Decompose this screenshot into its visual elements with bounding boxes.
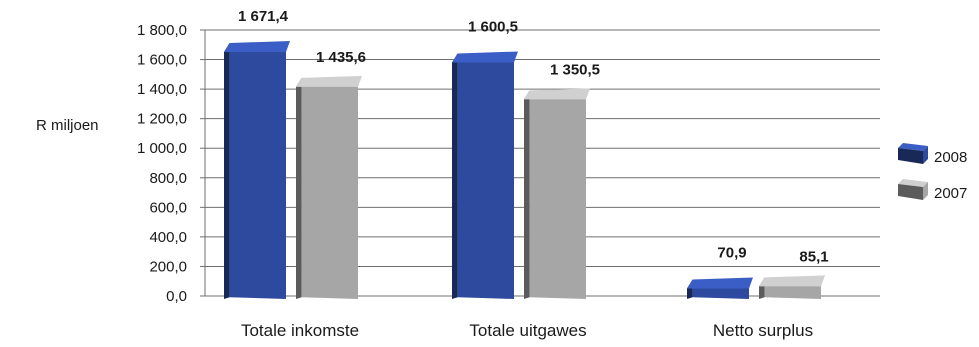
legend-label: 2007 xyxy=(934,185,967,202)
bar-2007-0 xyxy=(296,75,362,299)
y-tick-label: 1 400,0 xyxy=(137,81,187,98)
data-labels: 1 671,4 1 435,6 1 600,5 1 350,5 70,9 85,1 xyxy=(238,8,829,265)
bar-top-face xyxy=(296,75,362,87)
y-tick-label: 200,0 xyxy=(149,258,187,275)
bar-side-face xyxy=(524,90,530,299)
bar-2007-2 xyxy=(759,275,825,299)
category-label: Totale uitgawes xyxy=(469,321,586,340)
bar-side-face xyxy=(224,43,230,299)
bar-top-face xyxy=(524,88,590,100)
bar-front-face xyxy=(457,53,514,300)
x-axis-categories: Totale inkomste Totale uitgawes Netto surp… xyxy=(241,321,813,340)
bar-2008-0 xyxy=(224,41,290,299)
bar-front-face xyxy=(301,77,358,299)
y-axis-label: R miljoen xyxy=(36,117,99,134)
legend-label: 2008 xyxy=(934,149,967,166)
y-axis-ticks: 0,0 200,0 400,0 600,0 800,0 1 000,0 1 200,0 1 4… xyxy=(137,22,187,305)
category-label: Totale inkomste xyxy=(241,321,359,340)
data-label-2008-0: 1 671,4 xyxy=(238,8,289,25)
bar-top-face xyxy=(687,277,753,289)
data-label-2008-1: 1 600,5 xyxy=(468,18,518,35)
data-label-2008-2: 70,9 xyxy=(717,245,746,262)
category-label: Netto surplus xyxy=(713,321,813,340)
bar-side-face xyxy=(296,77,302,299)
bar-side-face xyxy=(452,53,458,300)
y-tick-label: 600,0 xyxy=(149,199,187,216)
bar-top-face xyxy=(759,275,825,287)
bar-front-face xyxy=(229,43,286,299)
y-tick-label: 400,0 xyxy=(149,229,187,246)
data-label-2007-2: 85,1 xyxy=(799,248,828,265)
y-tick-label: 1 800,0 xyxy=(137,22,187,39)
bar-2007-1 xyxy=(524,88,590,299)
bar-2008-1 xyxy=(452,51,518,300)
bar-top-face xyxy=(452,51,518,63)
bar-top-face xyxy=(224,41,290,53)
legend: 2008 2007 xyxy=(898,143,967,202)
y-tick-label: 1 000,0 xyxy=(137,140,187,157)
legend-item-2007: 2007 xyxy=(898,179,967,202)
bar-2008-2 xyxy=(687,277,753,299)
y-tick-label: 0,0 xyxy=(166,288,187,305)
y-tick-label: 1 200,0 xyxy=(137,111,187,128)
bar-front-face xyxy=(529,90,586,299)
data-label-2007-1: 1 350,5 xyxy=(550,61,600,78)
y-tick-label: 1 600,0 xyxy=(137,52,187,69)
data-label-2007-0: 1 435,6 xyxy=(316,49,366,66)
bars xyxy=(224,41,825,300)
y-tick-label: 800,0 xyxy=(149,170,187,187)
legend-item-2008: 2008 xyxy=(898,143,967,166)
